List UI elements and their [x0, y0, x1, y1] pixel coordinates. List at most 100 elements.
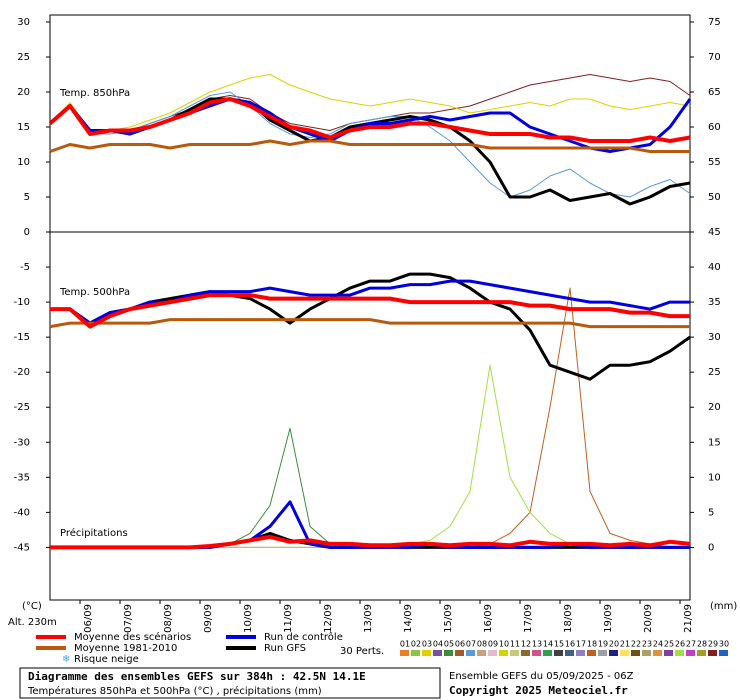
y-tick-label: -25 — [14, 402, 30, 413]
perturbation-swatch — [521, 650, 530, 656]
perturbation-swatch — [708, 650, 717, 656]
footer-box — [19, 667, 441, 699]
perturbation-swatch — [565, 650, 574, 656]
x-tick-label: 19/09 — [603, 604, 614, 633]
perturbation-swatch — [576, 650, 585, 656]
perturbation-swatch — [510, 650, 519, 656]
perturbation-label: 19 — [598, 640, 608, 649]
y2-tick-label: 10 — [708, 472, 721, 483]
y-tick-label: 0 — [24, 227, 30, 238]
legend-label: Risque neige — [74, 654, 139, 665]
y2-tick-label: 15 — [708, 437, 721, 448]
perturbation-swatch — [543, 650, 552, 656]
perturbation-swatch — [433, 650, 442, 656]
footer-subtitle: Températures 850hPa et 500hPa (°C) , pré… — [27, 685, 322, 697]
snow-icon: ❄ — [62, 654, 70, 665]
perturbation-swatch — [532, 650, 541, 656]
series-line — [49, 318, 690, 329]
y2-tick-label: 35 — [708, 297, 721, 308]
perturbation-swatch — [609, 650, 618, 656]
panel-label: Temp. 850hPa — [59, 88, 130, 99]
perturbation-label: 15 — [554, 640, 564, 649]
perturbation-label: 26 — [675, 640, 685, 649]
perturbation-swatch — [488, 650, 497, 656]
x-tick-label: 17/09 — [523, 604, 534, 633]
unit-label: (mm) — [710, 601, 737, 612]
x-tick-label: 12/09 — [323, 604, 334, 633]
x-tick-label: 07/09 — [123, 604, 134, 633]
x-tick-label: 08/09 — [163, 604, 174, 633]
perturbation-label: 03 — [422, 640, 432, 649]
y2-tick-label: 30 — [708, 332, 721, 343]
perturbation-swatch — [631, 650, 640, 656]
panel-label: Temp. 500hPa — [59, 287, 130, 298]
unit-label: (°C) — [22, 601, 42, 612]
perturbation-label: 05 — [444, 640, 454, 649]
y2-tick-label: 0 — [708, 542, 714, 553]
perturbation-label: 10 — [499, 640, 509, 649]
altitude: Alt. 230m — [8, 617, 57, 628]
y2-tick-label: 5 — [708, 507, 714, 518]
annotation: Précipitations — [60, 527, 128, 539]
perturbation-label: 25 — [664, 640, 674, 649]
perturbation-swatch — [719, 650, 728, 656]
x-tick-label: 13/09 — [363, 604, 374, 633]
perturbation-swatch — [422, 650, 431, 656]
perturbation-label: 22 — [631, 640, 641, 649]
y-tick-label: 20 — [17, 87, 30, 98]
x-tick-label: 09/09 — [203, 604, 214, 633]
perturbation-label: 16 — [565, 640, 575, 649]
perturbation-label: 04 — [433, 640, 443, 649]
perturbation-label: 02 — [411, 640, 421, 649]
perturbation-swatch — [642, 650, 651, 656]
y-tick-label: -10 — [14, 297, 30, 308]
legend-label: Moyenne des scénarios — [74, 631, 191, 643]
y2-tick-label: 25 — [708, 367, 721, 378]
perturbation-label: 28 — [697, 640, 707, 649]
perturbation-swatch — [653, 650, 662, 656]
y-tick-label: 30 — [17, 17, 30, 28]
y2-tick-label: 65 — [708, 87, 721, 98]
perturbation-swatch — [400, 650, 409, 656]
x-tick-label: 14/09 — [403, 604, 414, 633]
perturbation-label: 01 — [400, 640, 410, 649]
perturbation-label: 11 — [510, 640, 520, 649]
series-line — [48, 97, 691, 143]
perturbation-label: 21 — [620, 640, 630, 649]
y-tick-label: -5 — [20, 262, 30, 273]
series-line — [49, 139, 690, 153]
perturbation-label: 13 — [532, 640, 542, 649]
legend-label: Run GFS — [264, 643, 306, 654]
y2-tick-label: 50 — [708, 192, 721, 203]
perturbation-label: 27 — [686, 640, 696, 649]
legend-label: 30 Perts. — [340, 646, 384, 657]
perturbation-label: 24 — [653, 640, 663, 649]
footer-run: Ensemble GEFS du 05/09/2025 - 06Z — [449, 671, 634, 682]
perturbation-swatch — [411, 650, 420, 656]
perturbation-label: 09 — [488, 640, 498, 649]
footer-copyright: Copyright 2025 Meteociel.fr — [449, 684, 628, 697]
y2-tick-label: 70 — [708, 52, 721, 63]
perturbation-label: 07 — [466, 640, 476, 649]
series-line — [50, 534, 691, 550]
y-tick-label: 15 — [17, 122, 30, 133]
perturbation-label: 06 — [455, 640, 465, 649]
perturbation-swatch — [554, 650, 563, 656]
perturbation-line — [49, 91, 691, 198]
footer-title: Diagramme des ensembles GEFS sur 384h : … — [28, 670, 366, 683]
perturbation-label: 17 — [576, 640, 586, 649]
perturbation-swatch — [499, 650, 508, 656]
perturbation-swatch — [697, 650, 706, 656]
x-tick-label: 11/09 — [283, 604, 294, 633]
x-tick-label: 16/09 — [483, 604, 494, 633]
perturbation-swatch — [466, 650, 475, 656]
x-tick-label: 21/09 — [683, 604, 694, 633]
perturbation-label: 14 — [543, 640, 553, 649]
perturbation-line — [49, 74, 691, 131]
perturbation-swatch — [686, 650, 695, 656]
y-tick-label: -35 — [14, 472, 30, 483]
perturbation-label: 18 — [587, 640, 597, 649]
series-line — [50, 293, 690, 329]
legend-label: Run de contrôle — [264, 631, 343, 643]
